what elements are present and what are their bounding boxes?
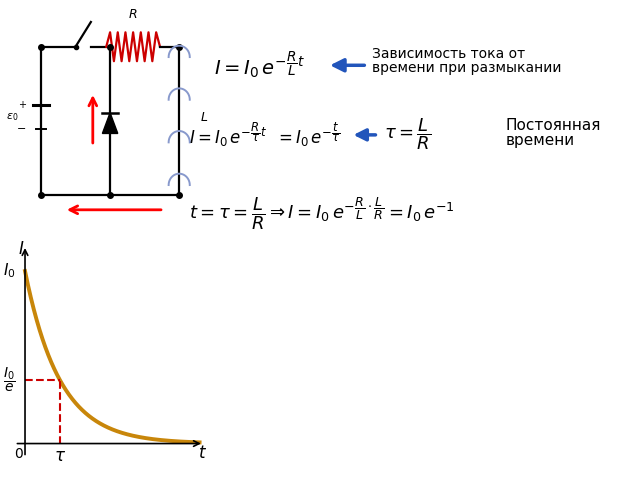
Text: $I = I_0\,e^{-\dfrac{R}{\tau}t}$: $I = I_0\,e^{-\dfrac{R}{\tau}t}$: [189, 120, 267, 149]
Text: +: +: [18, 99, 26, 109]
Text: $\tau$: $\tau$: [54, 446, 66, 465]
Text: $\tau = \dfrac{L}{R}$: $\tau = \dfrac{L}{R}$: [384, 117, 431, 152]
Text: $\varepsilon_0$: $\varepsilon_0$: [6, 111, 19, 123]
Text: $0$: $0$: [14, 447, 24, 461]
Text: $I$: $I$: [18, 240, 24, 258]
Polygon shape: [102, 113, 118, 133]
Text: $= I_0\,e^{-\dfrac{t}{\tau}}$: $= I_0\,e^{-\dfrac{t}{\tau}}$: [275, 120, 341, 149]
Text: R: R: [129, 8, 138, 21]
Text: времени при размыкании: времени при размыкании: [372, 61, 562, 75]
Text: $I = I_0\,e^{-\dfrac{R}{L}t}$: $I = I_0\,e^{-\dfrac{R}{L}t}$: [214, 49, 305, 80]
Text: $\dfrac{I_0}{e}$: $\dfrac{I_0}{e}$: [3, 366, 16, 395]
Text: Зависимость тока от: Зависимость тока от: [372, 47, 525, 61]
Text: L: L: [201, 111, 207, 124]
Text: −: −: [17, 124, 26, 134]
Text: времени: времени: [506, 132, 575, 148]
Text: $t$: $t$: [198, 444, 207, 462]
Text: $I_0$: $I_0$: [3, 262, 16, 280]
Text: $t = \tau = \dfrac{L}{R} \Rightarrow I = I_0\,e^{-\dfrac{R}{L}\cdot\dfrac{L}{R}}: $t = \tau = \dfrac{L}{R} \Rightarrow I =…: [189, 195, 454, 232]
Text: Постоянная: Постоянная: [506, 118, 601, 133]
